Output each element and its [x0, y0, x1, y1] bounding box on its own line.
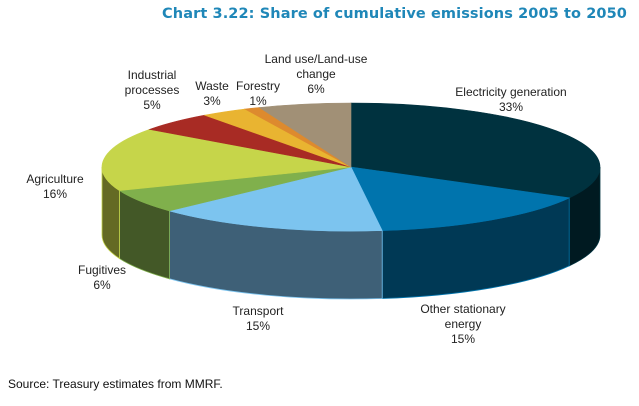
data-label-land-use-land-use-change: Land use/Land-use change 6%	[265, 52, 368, 96]
data-label-transport: Transport 15%	[233, 304, 285, 333]
pie-labels: Electricity generation 33% Other stationar…	[26, 52, 566, 346]
chart-title: Chart 3.22: Share of cumulative emission…	[162, 6, 627, 22]
pie-slice-other-stationary-energy	[350, 166, 571, 231]
pie-slice-land-use-land-use-change	[258, 102, 352, 168]
pie-sides	[101, 166, 601, 300]
data-label-forestry: Forestry 1%	[236, 79, 280, 108]
pie-tops	[101, 102, 601, 232]
data-label-agriculture: Agriculture 16%	[26, 172, 84, 201]
source-note: Source: Treasury estimates from MMRF.	[8, 377, 223, 391]
data-label-waste: Waste 3%	[195, 79, 229, 108]
pie-slice-transport	[169, 166, 383, 232]
data-label-fugitives: Fugitives 6%	[78, 263, 126, 292]
data-label-industrial-processes: Industrial processes 5%	[125, 68, 180, 112]
pie-slice-electricity-generation	[350, 102, 601, 199]
data-label-other-stationary-energy: Other stationary energy 15%	[420, 302, 505, 346]
data-label-electricity-generation: Electricity generation 33%	[455, 85, 566, 114]
pie-slice-agriculture	[101, 129, 352, 191]
